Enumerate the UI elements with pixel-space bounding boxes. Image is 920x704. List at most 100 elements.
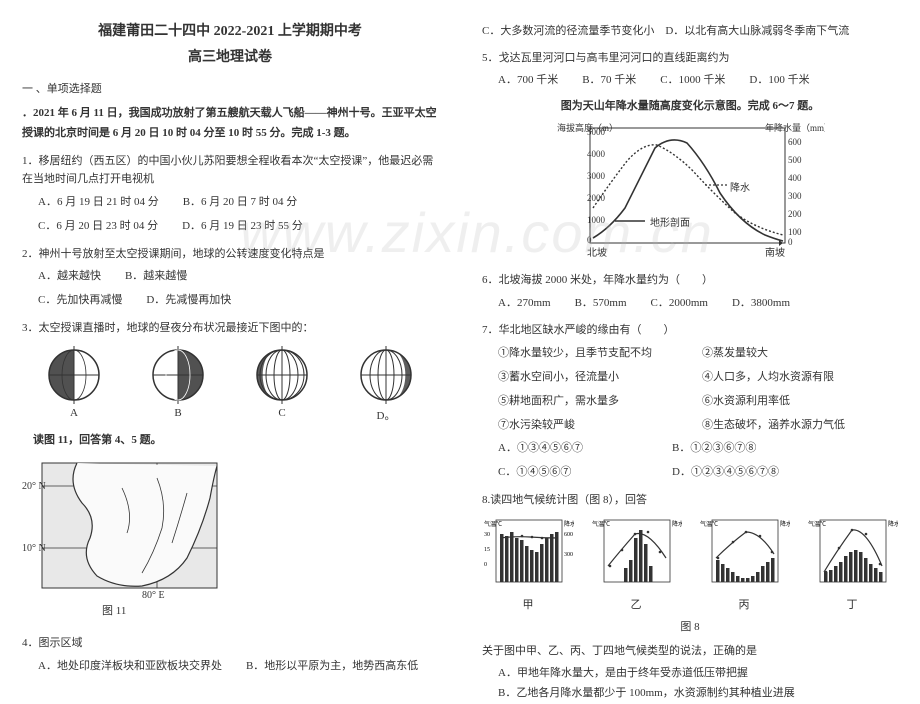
svg-text:400: 400 xyxy=(788,173,802,183)
climate-b-label: 乙 xyxy=(631,596,642,612)
q7-opt-b: B．①②③⑥⑦⑧ xyxy=(672,439,756,459)
q4-options: A．地处印度洋板块和亚欧板块交界处 B．地形以平原为主，地势西高东低 xyxy=(38,657,438,677)
q8: 8.读四地气候统计图（图 8），回答 xyxy=(482,491,898,510)
left-column: 福建莆田二十四中 2022-2021 上学期期中考 高三地理试卷 一 、单项选择… xyxy=(0,0,460,651)
svg-text:500: 500 xyxy=(788,155,802,165)
climate-charts: 气温℃ 30 15 0 降水 600 300 甲 气温℃ 降水 乙 xyxy=(482,516,898,612)
q7-items: ①降水量较少，且季节支配不均 ②蒸发量较大 ③蓄水空间小，径流量小 ④人口多，人… xyxy=(498,344,898,435)
globe-figure-row: A B C xyxy=(22,346,438,423)
q7-opt-a: A．①③④⑤⑥⑦ xyxy=(498,439,648,459)
q7-i7: ⑦水污染较严峻 xyxy=(498,416,678,436)
globe-d-icon xyxy=(357,346,415,404)
read-figure-11: 读图 11，回答第 4、5 题。 xyxy=(22,431,438,451)
svg-text:3000: 3000 xyxy=(587,171,606,181)
svg-text:200: 200 xyxy=(788,209,802,219)
map-icon: 20° N 10° N 80° E xyxy=(22,458,222,598)
q3: 3．太空授课直播时，地球的昼夜分布状况最接近下图中的： xyxy=(22,319,438,338)
lat20-label: 20° N xyxy=(22,481,46,492)
tianshan-chart-svg: 5000 4000 3000 2000 1000 0 海拔高度（m） 600 5… xyxy=(555,123,825,263)
globe-a-icon xyxy=(45,346,103,404)
q5-opt-c: C．1000 千米 xyxy=(660,71,725,91)
q8-options: A．甲地年降水量大，是由于终年受赤道低压带把握 B．乙地各月降水量都少于 100… xyxy=(498,664,898,704)
svg-text:气温℃: 气温℃ xyxy=(700,520,718,528)
svg-text:1000: 1000 xyxy=(587,215,606,225)
chart-ylabel: 海拔高度（m） xyxy=(557,123,618,133)
svg-text:降水: 降水 xyxy=(672,520,682,528)
climate-chart-d: 气温℃降水 xyxy=(806,516,898,594)
q4-opt-a: A．地处印度洋板块和亚欧板块交界处 xyxy=(38,657,222,677)
globe-c-label: C xyxy=(278,407,285,419)
climate-chart-c: 气温℃ 降水 xyxy=(698,516,790,594)
q8-opt-a: A．甲地年降水量大，是由于终年受赤道低压带把握 xyxy=(498,664,898,684)
title-sub: 高三地理试卷 xyxy=(22,46,438,66)
terrain-label: 地形剖面 xyxy=(650,216,690,229)
q6-opt-d: D．3800mm xyxy=(732,294,790,314)
climate-c-label: 丙 xyxy=(739,596,750,612)
q7-i5: ⑤耕地面积广，需水量多 xyxy=(498,392,678,412)
q2-opt-b: B．越来越慢 xyxy=(125,267,187,287)
q5-opt-a: A．700 千米 xyxy=(498,71,558,91)
q7-opt-d: D．①②③④⑤⑥⑦⑧ xyxy=(672,463,779,483)
fig8-caption: 图 8 xyxy=(482,618,898,634)
q7-i8: ⑧生态破坏，涵养水源力气低 xyxy=(702,416,845,436)
svg-text:600: 600 xyxy=(564,532,573,538)
q8-opt-b: B．乙地各月降水量都少于 100mm，水资源制约其种植业进展 xyxy=(498,684,898,704)
fig11-caption: 图 11 xyxy=(102,602,126,618)
svg-text:100: 100 xyxy=(788,227,802,237)
q1-opt-a: A．6 月 19 日 21 时 04 分 xyxy=(38,193,159,213)
q4: 4．图示区域 xyxy=(22,634,438,653)
climate-a-label: 甲 xyxy=(523,596,534,612)
q6-opt-c: C．2000mm xyxy=(651,294,708,314)
q2-options: A．越来越快 B．越来越慢 C．先加快再减慢 D．先减慢再加快 xyxy=(38,267,438,311)
q1-opt-b: B．6 月 20 日 7 时 04 分 xyxy=(183,193,298,213)
svg-text:气温℃: 气温℃ xyxy=(484,520,502,528)
map-figure: 20° N 10° N 80° E 图 11 xyxy=(22,458,438,626)
globe-b-label: B xyxy=(174,407,181,419)
globe-c-icon xyxy=(253,346,311,404)
q5-options: A．700 千米 B．70 千米 C．1000 千米 D．100 千米 xyxy=(498,71,898,91)
precip-label: 降水 xyxy=(730,181,750,194)
lon-label: 80° E xyxy=(142,590,165,598)
climate-chart-a: 气温℃ 30 15 0 降水 600 300 xyxy=(482,516,574,594)
q5: 5．戈达瓦里河河口与高韦里河河口的直线距离约为 xyxy=(482,49,898,68)
svg-text:300: 300 xyxy=(788,191,802,201)
globe-a-label: A xyxy=(70,407,78,419)
q4-cd: C．大多数河流的径流量季节变化小 D．以北有高大山脉减弱冬季南下气流 xyxy=(482,22,898,41)
svg-text:0: 0 xyxy=(788,237,793,247)
title-main: 福建莆田二十四中 2022-2021 上学期期中考 xyxy=(22,20,438,40)
tianshan-chart: 5000 4000 3000 2000 1000 0 海拔高度（m） 600 5… xyxy=(482,123,898,263)
q2-opt-c: C．先加快再减慢 xyxy=(38,291,122,311)
q4-opt-b: B．地形以平原为主，地势西高东低 xyxy=(246,657,418,677)
q7-i4: ④人口多，人均水资源有限 xyxy=(702,368,834,388)
right-column: C．大多数河流的径流量季节变化小 D．以北有高大山脉减弱冬季南下气流 5．戈达瓦… xyxy=(460,0,920,651)
q7-i6: ⑥水资源利用率低 xyxy=(702,392,790,412)
q7-options: A．①③④⑤⑥⑦ B．①②③⑥⑦⑧ C．①④⑤⑥⑦ D．①②③④⑤⑥⑦⑧ xyxy=(498,439,898,483)
svg-text:30: 30 xyxy=(484,532,490,538)
svg-text:降水: 降水 xyxy=(888,520,898,528)
q5-opt-d: D．100 千米 xyxy=(749,71,809,91)
q6-opt-b: B．570mm xyxy=(575,294,627,314)
q7-i1: ①降水量较少，且季节支配不均 xyxy=(498,344,678,364)
q1-opt-c: C．6 月 20 日 23 时 04 分 xyxy=(38,217,158,237)
chart-y2label: 年降水量（mm） xyxy=(765,123,825,133)
svg-text:降水: 降水 xyxy=(780,520,790,528)
svg-text:4000: 4000 xyxy=(587,149,606,159)
svg-text:15: 15 xyxy=(484,547,490,553)
svg-text:300: 300 xyxy=(564,552,573,558)
svg-text:0: 0 xyxy=(484,562,487,568)
lat10-label: 10° N xyxy=(22,543,46,554)
q6-options: A．270mm B．570mm C．2000mm D．3800mm xyxy=(498,294,898,314)
q6-opt-a: A．270mm xyxy=(498,294,551,314)
q7-i2: ②蒸发量较大 xyxy=(702,344,768,364)
north-slope: 北坡 xyxy=(587,246,607,259)
q1-opt-d: D．6 月 19 日 23 时 55 分 xyxy=(182,217,303,237)
q7-i3: ③蓄水空间小，径流量小 xyxy=(498,368,678,388)
q2: 2．神州十号放射至太空授课期间，地球的公转速度变化特点是 xyxy=(22,245,438,264)
climate-chart-b: 气温℃降水 xyxy=(590,516,682,594)
q1-options: A．6 月 19 日 21 时 04 分 B．6 月 20 日 7 时 04 分… xyxy=(38,193,438,237)
passage-1: ．2021 年 6 月 11 日，我国成功放射了第五艘航天载人飞船——神州十号。… xyxy=(22,104,438,144)
q5-opt-b: B．70 千米 xyxy=(582,71,636,91)
globe-b-icon xyxy=(149,346,207,404)
svg-text:降水: 降水 xyxy=(564,520,574,528)
q7: 7．华北地区缺水严峻的缘由有（ ） xyxy=(482,321,898,340)
